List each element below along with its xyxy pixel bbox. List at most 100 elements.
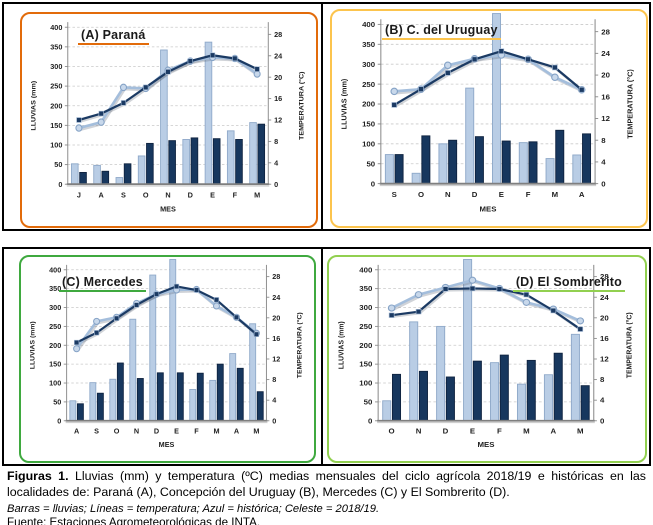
bars-lluvias-historica: [394, 129, 592, 185]
svg-text:F: F: [497, 427, 502, 436]
svg-text:E: E: [174, 426, 179, 435]
svg-text:350: 350: [50, 42, 62, 51]
svg-text:N: N: [416, 427, 422, 436]
svg-text:200: 200: [49, 341, 61, 350]
column-divider-top: [321, 4, 323, 229]
svg-text:8: 8: [274, 137, 278, 146]
svg-text:12: 12: [272, 355, 280, 364]
svg-text:LLUVIAS (mm): LLUVIAS (mm): [337, 321, 345, 369]
svg-text:N: N: [134, 426, 139, 435]
line-temp-historica: [73, 283, 260, 346]
svg-text:12: 12: [600, 355, 609, 364]
svg-text:150: 150: [359, 360, 372, 369]
svg-text:8: 8: [600, 375, 604, 384]
svg-text:300: 300: [362, 60, 375, 69]
svg-text:400: 400: [359, 266, 372, 275]
svg-text:28: 28: [272, 272, 280, 281]
svg-text:N: N: [445, 190, 451, 199]
svg-text:LLUVIAS (mm): LLUVIAS (mm): [31, 81, 38, 131]
axes: 0 50 100 150 200 250 300 350 400 0 4 8 12 16 20 24 28 A S O…: [30, 264, 303, 449]
svg-text:O: O: [114, 426, 120, 435]
svg-text:12: 12: [601, 114, 610, 123]
svg-text:M: M: [254, 190, 260, 199]
caption-main: Figuras 1. Lluvias (mm) y temperatura (º…: [7, 469, 646, 501]
chart-panel-mercedes: 0 50 100 150 200 250 300 350 400 0 4 8 12 16 20 24 28 A S O…: [19, 255, 316, 463]
svg-text:16: 16: [601, 92, 610, 101]
svg-text:MES: MES: [160, 205, 176, 214]
svg-text:0: 0: [57, 416, 61, 425]
svg-text:100: 100: [50, 140, 62, 149]
svg-text:M: M: [577, 427, 584, 436]
svg-text:J: J: [77, 190, 81, 199]
chart-c-del-uruguay: 0 50 100 150 200 250 300 350 400 0 4 8 12 16 20 24 28 S O N…: [339, 13, 635, 214]
svg-text:M: M: [552, 190, 559, 199]
svg-text:S: S: [392, 190, 397, 199]
svg-text:8: 8: [601, 136, 606, 145]
svg-text:250: 250: [362, 80, 375, 89]
svg-text:250: 250: [49, 322, 61, 331]
svg-text:TEMPERATURA (°C): TEMPERATURA (°C): [297, 71, 305, 140]
svg-text:150: 150: [50, 121, 62, 130]
svg-text:28: 28: [600, 272, 609, 281]
svg-text:350: 350: [359, 284, 372, 293]
caption-source: Fuente: Estaciones Agrometeorológicas de…: [7, 515, 261, 525]
svg-text:50: 50: [364, 398, 373, 407]
chart-title-c-del-uruguay: (B) C. del Uruguay: [382, 23, 501, 40]
line-temp-historica: [76, 52, 260, 123]
axes: 0 50 100 150 200 250 300 350 400 0 4 8 12 16 20 24 28 J A S…: [31, 22, 305, 214]
svg-text:TEMPERATURA (°C): TEMPERATURA (°C): [295, 312, 303, 378]
svg-text:F: F: [194, 426, 199, 435]
svg-text:O: O: [143, 190, 149, 199]
svg-text:20: 20: [274, 73, 282, 82]
line-temp-historica: [391, 48, 585, 108]
svg-text:50: 50: [53, 397, 61, 406]
svg-text:200: 200: [359, 341, 372, 350]
svg-text:O: O: [418, 190, 424, 199]
svg-text:100: 100: [49, 379, 61, 388]
svg-text:0: 0: [58, 180, 62, 189]
svg-text:D: D: [472, 190, 478, 199]
svg-text:4: 4: [274, 158, 279, 167]
chart-panel-c-del-uruguay: 0 50 100 150 200 250 300 350 400 0 4 8 12 16 20 24 28 S O N…: [330, 9, 648, 228]
svg-text:MES: MES: [159, 440, 175, 449]
svg-text:50: 50: [54, 160, 62, 169]
svg-text:24: 24: [274, 51, 283, 60]
svg-text:E: E: [470, 427, 475, 436]
svg-text:50: 50: [366, 159, 375, 168]
svg-text:20: 20: [272, 313, 280, 322]
svg-text:16: 16: [274, 94, 282, 103]
svg-text:D: D: [188, 190, 194, 199]
bars-lluvias-2018-19: [71, 41, 257, 185]
svg-text:D: D: [154, 426, 159, 435]
svg-text:16: 16: [272, 334, 280, 343]
svg-text:0: 0: [274, 180, 278, 189]
caption-legend: Barras = lluvias; Líneas = temperatura; …: [7, 502, 380, 515]
svg-text:LLUVIAS (mm): LLUVIAS (mm): [339, 78, 348, 129]
svg-text:0: 0: [600, 417, 604, 426]
svg-text:N: N: [165, 190, 170, 199]
svg-text:250: 250: [50, 82, 62, 91]
svg-text:E: E: [210, 190, 215, 199]
bars-lluvias-2018-19: [382, 259, 580, 422]
figure-caption: Figuras 1. Lluvias (mm) y temperatura (º…: [7, 469, 646, 525]
svg-text:150: 150: [49, 360, 61, 369]
bars-lluvias-historica: [391, 352, 590, 422]
svg-text:A: A: [579, 190, 585, 199]
svg-text:MES: MES: [477, 440, 494, 449]
svg-text:8: 8: [272, 375, 276, 384]
svg-text:12: 12: [274, 115, 282, 124]
svg-text:TEMPERATURA (°C): TEMPERATURA (°C): [625, 69, 634, 139]
svg-text:A: A: [74, 426, 80, 435]
svg-text:350: 350: [362, 40, 375, 49]
svg-text:200: 200: [50, 101, 62, 110]
bars-lluvias-historica: [76, 362, 264, 422]
svg-text:20: 20: [601, 71, 610, 80]
svg-text:TEMPERATURA (°C): TEMPERATURA (°C): [625, 312, 633, 378]
svg-text:24: 24: [600, 293, 610, 302]
svg-text:LLUVIAS (mm): LLUVIAS (mm): [30, 321, 37, 369]
axes: 0 50 100 150 200 250 300 350 400 0 4 8 12 16 20 24 28 S O N…: [339, 19, 635, 214]
chart-parana: 0 50 100 150 200 250 300 350 400 0 4 8 12 16 20 24 28 J A S…: [31, 22, 305, 214]
chart-title-el-sombrerito: (D) El Sombrerito: [512, 275, 625, 292]
svg-text:4: 4: [601, 158, 606, 167]
